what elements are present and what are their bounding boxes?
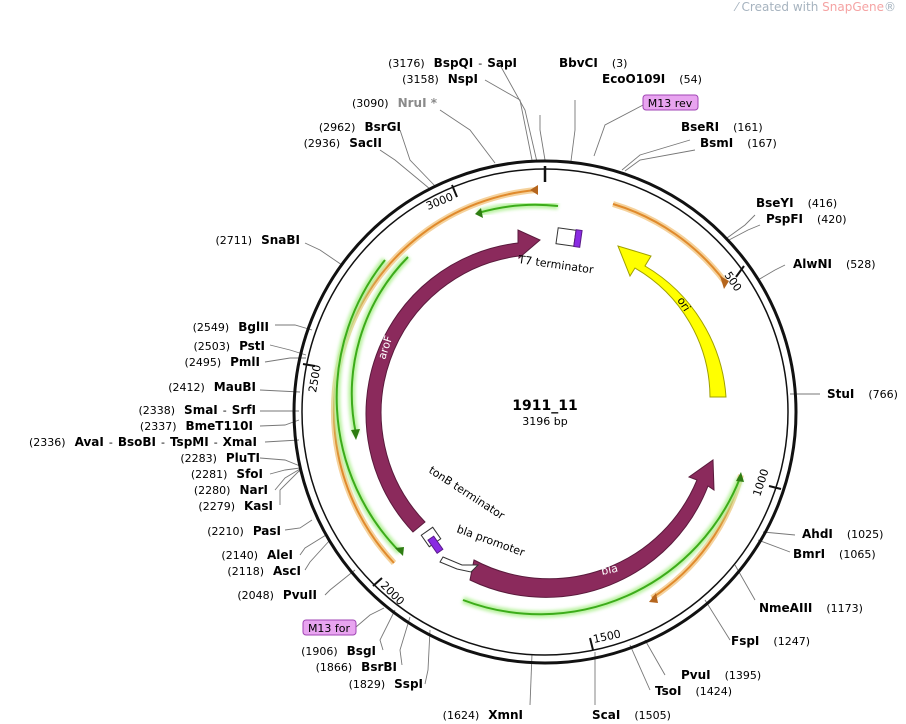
enzyme-pluti[interactable]: (2283) PluTI bbox=[180, 451, 260, 465]
green-arrow-bottom-head bbox=[736, 472, 744, 482]
enzyme-pvui[interactable]: PvuI (1395) bbox=[681, 668, 761, 682]
ori-label: ori bbox=[674, 295, 693, 314]
enzyme-nmeaiii[interactable]: NmeAIII (1173) bbox=[759, 601, 863, 615]
enzyme-tsoi[interactable]: TsoI (1424) bbox=[655, 684, 732, 698]
enzyme-kasi[interactable]: (2279) KasI bbox=[198, 499, 273, 513]
enzyme-bglii[interactable]: (2549) BglII bbox=[193, 320, 269, 334]
green-arc-left-inner bbox=[350, 256, 409, 435]
enzyme-alei[interactable]: (2140) AleI bbox=[221, 548, 293, 562]
feature-ori[interactable]: ori bbox=[617, 245, 727, 398]
enzyme-sspi[interactable]: (1829) SspI bbox=[349, 677, 423, 691]
watermark-prefix: Created with bbox=[741, 0, 823, 14]
enzyme-bsrgi[interactable]: (2962) BsrGI bbox=[319, 120, 401, 134]
enzyme-pasi[interactable]: (2210) PasI bbox=[207, 524, 281, 538]
t7-terminator-label: T7 terminator bbox=[517, 253, 595, 277]
green-arcs bbox=[333, 201, 744, 618]
green-arrow-left-outer-head bbox=[395, 547, 404, 556]
tick-label-2500: 2500 bbox=[306, 364, 324, 394]
enzyme-pvuii[interactable]: (2048) PvuII bbox=[237, 588, 317, 602]
enzyme-pspfi[interactable]: PspFI (420) bbox=[766, 212, 847, 226]
enzyme-bsgi[interactable]: (1906) BsgI bbox=[301, 644, 376, 658]
feature-bla[interactable]: bla bbox=[469, 459, 715, 598]
enzyme-smai-srfi[interactable]: (2338) SmaI - SrfI bbox=[138, 403, 256, 417]
primer-m13-rev[interactable]: M13 rev bbox=[642, 94, 699, 111]
enzyme-maubi[interactable]: (2412) MauBI bbox=[168, 380, 256, 394]
green-arc-top bbox=[477, 203, 559, 214]
bla-promoter-label: bla promoter bbox=[455, 523, 527, 560]
orange-arcs bbox=[330, 185, 744, 603]
enzymes-left: (3176) BspQI - SapI (3158) NspI (3090) NruI *… bbox=[29, 56, 523, 722]
orange-arrow-bottomright-head bbox=[649, 593, 658, 603]
enzyme-bmri[interactable]: BmrI (1065) bbox=[793, 547, 876, 561]
plasmid-name: 1911_11 bbox=[512, 398, 577, 414]
enzyme-sfoi[interactable]: (2281) SfoI bbox=[191, 467, 263, 481]
enzyme-bmet110i[interactable]: (2337) BmeT110I bbox=[140, 419, 253, 433]
m13-rev-label: M13 rev bbox=[648, 97, 693, 110]
tick-label-1000: 1000 bbox=[750, 467, 771, 498]
enzyme-stui[interactable]: StuI (766) bbox=[827, 387, 898, 401]
enzymes-right: BbvCI (3) EcoO109I (54) BseRI (161) BsmI (16… bbox=[559, 56, 898, 722]
enzyme-bsmi[interactable]: BsmI (167) bbox=[700, 136, 777, 150]
enzyme-nrui[interactable]: (3090) NruI * bbox=[352, 96, 438, 110]
primer-leaders bbox=[355, 103, 646, 628]
orange-arrow-left-head bbox=[530, 185, 538, 195]
orange-arc-topright-core bbox=[612, 203, 726, 283]
enzyme-ahdi[interactable]: AhdI (1025) bbox=[802, 527, 883, 541]
green-arc-left-outer bbox=[335, 259, 401, 553]
enzyme-scai[interactable]: ScaI (1505) bbox=[592, 708, 671, 722]
bla-label: bla bbox=[600, 562, 619, 578]
enzyme-asci[interactable]: (2118) AscI bbox=[227, 564, 301, 578]
tick-label-1500: 1500 bbox=[592, 627, 622, 646]
watermark-suffix: ® bbox=[884, 0, 896, 14]
enzyme-sacii[interactable]: (2936) SacII bbox=[304, 136, 382, 150]
enzyme-bspqi-sapi[interactable]: (3176) BspQI - SapI bbox=[388, 56, 517, 70]
enzyme-nari[interactable]: (2280) NarI bbox=[194, 483, 268, 497]
plasmid-size: 3196 bp bbox=[522, 415, 567, 428]
enzyme-snabi[interactable]: (2711) SnaBI bbox=[216, 233, 300, 247]
enzyme-bbvci[interactable]: BbvCI (3) bbox=[559, 56, 627, 70]
enzyme-avai-group[interactable]: (2336) AvaI - BsoBI - TspMI - XmaI bbox=[29, 435, 257, 449]
green-arrow-left-inner-head bbox=[351, 429, 360, 440]
m13-for-label: M13 for bbox=[308, 622, 351, 635]
tick-label-3000: 3000 bbox=[424, 190, 455, 213]
enzyme-alwni[interactable]: AlwNI (528) bbox=[793, 257, 876, 271]
primer-m13-for[interactable]: M13 for bbox=[302, 619, 357, 636]
enzyme-bseyi[interactable]: BseYI (416) bbox=[756, 196, 837, 210]
enzyme-nspi[interactable]: (3158) NspI bbox=[402, 72, 478, 86]
enzyme-xmni[interactable]: (1624) XmnI bbox=[443, 708, 523, 722]
enzyme-pmli[interactable]: (2495) PmlI bbox=[185, 355, 260, 369]
watermark-icon: ⁄ bbox=[735, 0, 742, 14]
watermark-brand: SnapGene bbox=[822, 0, 884, 14]
orange-arrow-topright-head bbox=[720, 276, 729, 289]
enzyme-bseri[interactable]: BseRI (161) bbox=[681, 120, 763, 134]
scale-ticks bbox=[302, 184, 782, 651]
enzyme-ecoo109i[interactable]: EcoO109I (54) bbox=[602, 72, 702, 86]
tonb-terminator-label: tonB terminator bbox=[426, 464, 507, 523]
enzyme-fspi[interactable]: FspI (1247) bbox=[731, 634, 810, 648]
enzyme-psti[interactable]: (2503) PstI bbox=[193, 339, 265, 353]
enzyme-bsrbi[interactable]: (1866) BsrBI bbox=[316, 660, 397, 674]
snapgene-watermark: ⁄ Created with SnapGene® bbox=[736, 0, 896, 14]
green-arc-bottom bbox=[462, 477, 741, 616]
feature-aroF[interactable]: aroF bbox=[365, 229, 541, 533]
green-arrow-top-head bbox=[475, 208, 483, 218]
